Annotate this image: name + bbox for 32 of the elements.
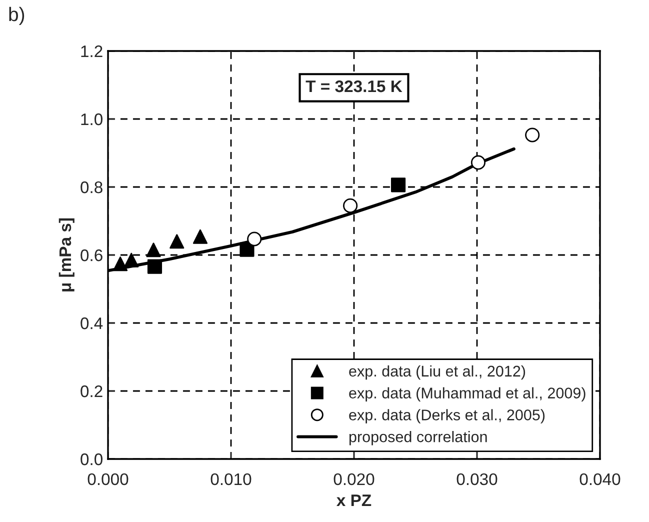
legend-label: exp. data (Liu et al., 2012) [349,365,526,380]
point [192,229,208,244]
x-tick-label: 0.020 [334,473,374,486]
y-tick-label: 0.4 [80,317,103,330]
point [170,234,184,249]
point [124,252,139,268]
point [147,259,162,274]
point [146,242,161,258]
x-axis-title: x PZ [336,494,372,506]
y-tick-label: 0.2 [80,385,102,398]
legend-label: exp. data (Derks et al., 2005) [349,409,545,424]
text: b) [9,6,24,26]
point [240,242,254,257]
point [525,128,540,142]
x-tick-label: 0.040 [580,473,620,486]
legend-label: exp. data (Muhammad et al., 2009) [349,387,586,402]
x-tick-label: 0.000 [88,473,128,486]
point [343,198,358,213]
point [470,155,486,170]
y-tick-label: 0.8 [80,181,102,194]
point [390,178,406,192]
y-tick-label: 0.0 [80,453,102,466]
y-tick-label: 1.2 [81,45,102,58]
point [247,232,262,246]
y-axis-title: μ [mPa s] [58,218,74,292]
x-tick-label: 0.010 [210,473,252,486]
point [113,256,128,272]
y-tick-label: 0.6 [80,249,102,262]
legend-label: proposed correlation [349,431,487,446]
y-tick-label: 1.0 [81,113,102,126]
annotation: T = 323.15 K [306,80,402,92]
x-tick-label: 0.030 [456,473,498,486]
